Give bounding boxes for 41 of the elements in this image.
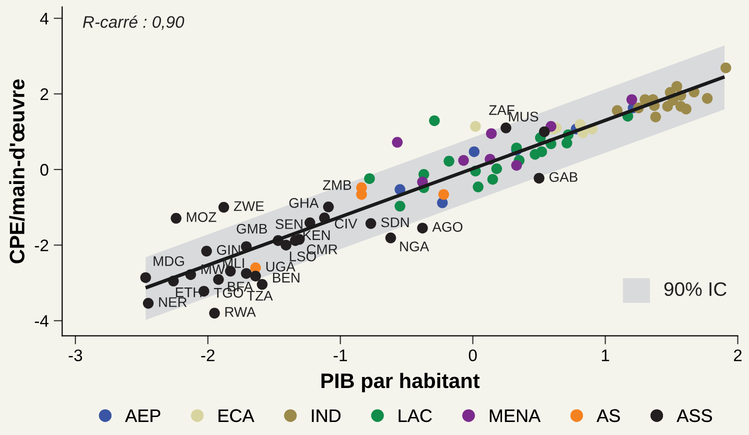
- x-axis-title: PIB par habitant: [321, 372, 480, 392]
- annotation: BEN: [273, 272, 300, 282]
- annotation: CIV: [334, 218, 358, 229]
- annotation: SDN: [381, 217, 409, 228]
- x-tick-label: -2: [201, 349, 214, 362]
- y-tick-label: -2: [34, 240, 48, 252]
- annotation: UGA: [266, 262, 296, 272]
- annotation: ZMB: [322, 180, 352, 190]
- legend-label: IND: [312, 409, 341, 422]
- annotation: ZWE: [234, 201, 264, 211]
- annotation: NGA: [400, 242, 430, 252]
- x-tick-label: -1: [334, 350, 347, 362]
- legend-label: ECA: [218, 409, 254, 422]
- annotation: KEN: [303, 230, 330, 240]
- annotation: R-carré : 0,90: [82, 15, 184, 30]
- y-tick-label: 2: [40, 88, 48, 100]
- annotation: SEN: [276, 219, 302, 230]
- legend-label: AS: [596, 409, 620, 422]
- legend-label: ASS: [676, 409, 712, 422]
- annotation: GIN: [216, 245, 240, 255]
- annotation: MDG: [154, 256, 184, 266]
- annotation: TZA: [246, 290, 273, 301]
- y-tick-label: -4: [34, 315, 48, 327]
- legend-label: AEP: [125, 409, 160, 422]
- annotation: 90% IC: [664, 282, 726, 296]
- y-tick-label: 0: [40, 164, 48, 176]
- x-tick-label: 1: [602, 350, 610, 362]
- x-tick-label: 0: [468, 349, 477, 362]
- x-tick-label: -3: [68, 349, 82, 362]
- y-tick-label: 4: [40, 12, 48, 24]
- annotation: MOZ: [186, 212, 216, 222]
- annotation: GHA: [289, 198, 319, 208]
- annotation: NER: [159, 297, 187, 307]
- annotation: AGO: [432, 222, 462, 232]
- y-axis-title: CPE/main-d'œuvre: [9, 79, 25, 264]
- annotation: GMB: [236, 224, 267, 234]
- annotation: GAB: [549, 172, 578, 182]
- x-tick-label: 2: [734, 349, 742, 362]
- legend-label: LAC: [398, 409, 432, 422]
- annotation: RWA: [225, 307, 256, 317]
- legend-label: MENA: [490, 409, 541, 422]
